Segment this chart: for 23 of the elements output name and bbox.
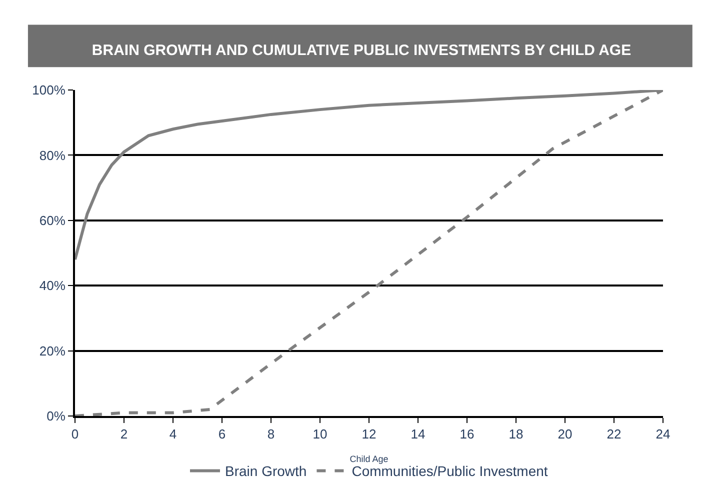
- x-tick-label: 0: [71, 426, 79, 442]
- y-tick-label: 0%: [46, 408, 66, 424]
- x-tick-label: 4: [169, 426, 177, 442]
- x-tick-label: 16: [460, 426, 474, 442]
- x-tick-label: 8: [267, 426, 275, 442]
- x-tick-label: 18: [508, 426, 524, 442]
- chart-title: BRAIN GROWTH AND CUMULATIVE PUBLIC INVESTMENTS BY CHILD AGE: [92, 42, 632, 60]
- legend-label: Brain Growth: [225, 463, 307, 480]
- x-tick-label: 20: [558, 426, 572, 442]
- y-tick-label: 100%: [32, 82, 66, 98]
- y-tick-label: 40%: [39, 278, 66, 294]
- x-axis-title: Child Age: [350, 454, 388, 464]
- x-tick-label: 12: [362, 426, 376, 442]
- x-tick-label: 2: [120, 426, 128, 442]
- x-tick-label: 24: [656, 426, 670, 442]
- y-tick-label: 20%: [39, 343, 66, 358]
- x-tick-label: 14: [410, 426, 426, 442]
- x-tick-label: 22: [606, 426, 622, 442]
- x-tick-label: 6: [218, 426, 226, 442]
- legend-label: Communities/Public Investment: [352, 463, 548, 480]
- x-tick-label: 10: [312, 426, 328, 442]
- y-tick-label: 80%: [39, 148, 66, 163]
- y-tick-label: 60%: [39, 212, 66, 228]
